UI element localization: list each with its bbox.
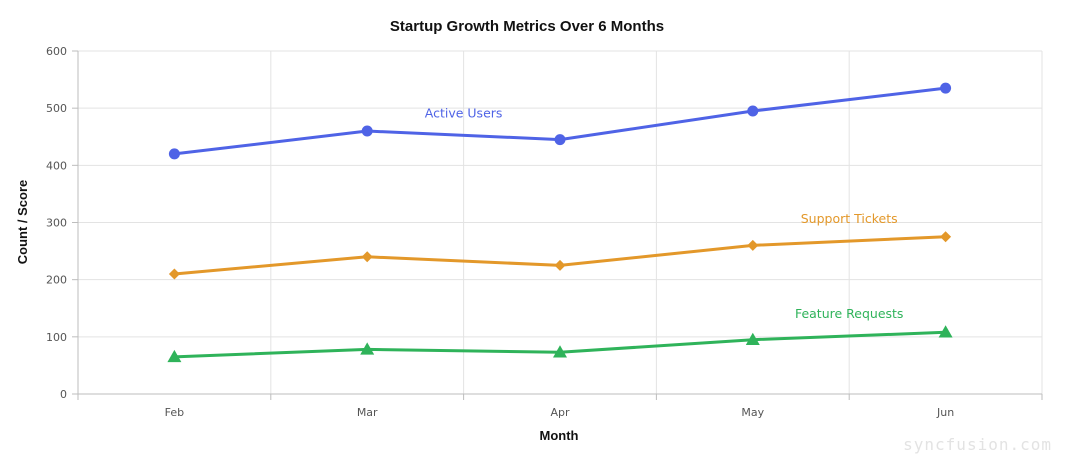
support-tickets-marker xyxy=(168,268,180,280)
y-tick-label: 500 xyxy=(46,102,67,115)
series-support-tickets xyxy=(168,231,952,280)
active-users-marker xyxy=(747,105,759,117)
chart-title: Startup Growth Metrics Over 6 Months xyxy=(390,18,664,35)
support-tickets-marker xyxy=(940,231,952,243)
x-tick-label: May xyxy=(741,406,764,419)
support-tickets-label: Support Tickets xyxy=(801,211,898,226)
x-axis-title: Month xyxy=(540,428,579,443)
feature-requests-label: Feature Requests xyxy=(795,306,904,321)
axes: 0 100 200 300 400 500 600 Feb Mar Apr May Jun xyxy=(46,45,1043,419)
support-tickets-marker xyxy=(554,259,566,271)
active-users-marker xyxy=(940,82,952,94)
y-tick-label: 400 xyxy=(46,159,67,172)
feature-requests-marker xyxy=(745,332,760,345)
x-tick-label: Mar xyxy=(357,406,378,419)
watermark: syncfusion.com xyxy=(903,435,1052,454)
y-tick-label: 100 xyxy=(46,331,67,344)
y-tick-label: 200 xyxy=(46,274,67,287)
y-tick-label: 0 xyxy=(60,388,67,401)
y-axis-title: Count / Score xyxy=(15,180,30,265)
series-active-users xyxy=(168,82,952,160)
y-tick-label: 300 xyxy=(46,217,67,230)
support-tickets-marker xyxy=(747,239,759,251)
feature-requests-marker xyxy=(360,342,375,355)
series xyxy=(167,82,953,363)
feature-requests-marker xyxy=(167,349,182,363)
active-users-marker xyxy=(554,134,566,146)
feature-requests-marker xyxy=(553,345,567,358)
series-feature-requests xyxy=(167,325,953,363)
x-tick-label: Feb xyxy=(165,406,184,419)
active-users-marker xyxy=(168,148,180,160)
series-labels: Active Users Support Tickets Feature Reque… xyxy=(425,105,904,321)
active-users-marker xyxy=(361,125,373,137)
active-users-label: Active Users xyxy=(425,105,503,120)
grid xyxy=(78,50,1043,394)
y-tick-label: 600 xyxy=(46,45,67,58)
x-tick-label: Jun xyxy=(936,406,954,419)
support-tickets-marker xyxy=(361,251,373,263)
feature-requests-marker xyxy=(938,325,953,338)
x-tick-label: Apr xyxy=(550,406,570,419)
